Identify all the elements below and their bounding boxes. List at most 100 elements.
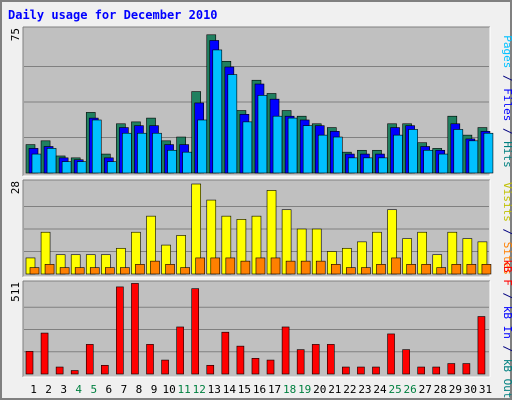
bar-sites (421, 264, 431, 275)
legend-label: Pages / Files / Hits (501, 35, 512, 168)
x-tick-label: 19 (298, 383, 311, 396)
legend-entry: Sites (501, 242, 512, 275)
bar-pages (182, 151, 192, 174)
x-tick-label: 1 (30, 383, 37, 396)
bar-kb-f (176, 326, 184, 375)
bar-kb-f (281, 326, 290, 375)
x-tick-label: 8 (136, 383, 143, 396)
bar-kb-f (387, 333, 395, 375)
x-tick-label: 13 (208, 383, 221, 396)
bar-sites (255, 257, 266, 275)
x-tick-label: 23 (358, 383, 371, 396)
x-tick-label: 18 (283, 383, 296, 396)
bar-pages (332, 136, 343, 174)
bar-kb-f (221, 331, 230, 375)
x-tick-label: 27 (419, 383, 432, 396)
x-tick-label: 6 (106, 383, 113, 396)
bar-sites (451, 264, 462, 275)
legend-separator: / (501, 339, 512, 359)
bar-sites (376, 264, 386, 275)
bar-pages (227, 74, 238, 174)
bar-pages (408, 129, 418, 174)
x-tick-label: 26 (404, 383, 417, 396)
bar-kb-f (116, 286, 124, 375)
bar-kb-f (101, 364, 109, 375)
x-tick-label: 9 (151, 383, 158, 396)
legend-label: kB F / kB In / kB Out (501, 259, 512, 398)
bar-sites (270, 257, 281, 275)
bar-pages (91, 119, 102, 174)
x-tick-label: 24 (373, 383, 387, 396)
bar-pages (212, 49, 223, 174)
bar-sites (481, 264, 492, 275)
x-tick-label: 3 (60, 383, 67, 396)
bar-sites (105, 267, 115, 275)
bar-pages (468, 140, 479, 174)
bar-kb-f (85, 344, 94, 375)
bar-kb-f (191, 288, 200, 375)
bar-pages (272, 115, 283, 174)
bar-pages (167, 149, 177, 174)
legend-label: Visits / Sites (501, 182, 512, 275)
legend-entry: Hits (501, 141, 512, 168)
x-tick-label: 2 (45, 383, 52, 396)
scale-label: 511 (9, 282, 22, 302)
panel-hits-files-pages: 75 Pages / Files / Hits (9, 26, 512, 177)
bar-kb-f (402, 349, 410, 375)
bar-sites (135, 264, 145, 275)
bar-kb-f (447, 363, 456, 375)
x-tick-label: 30 (464, 383, 477, 396)
bar-pages (317, 134, 328, 174)
bar-kb-f (40, 332, 49, 375)
bar-sites (165, 264, 175, 275)
bar-sites (120, 267, 130, 275)
bar-pages (76, 161, 87, 174)
bar-pages (137, 132, 147, 174)
bar-sites (330, 264, 341, 275)
legend-entry: Visits (501, 182, 512, 222)
bar-pages (31, 153, 42, 174)
bar-kb-f (342, 366, 350, 375)
bar-kb-f (372, 366, 380, 375)
bar-pages (61, 161, 72, 174)
bar-sites (195, 257, 206, 275)
legend-entry: kB Out (501, 359, 512, 399)
x-axis-labels: 1 2 3 4 5 6 7 8 9 10 11 12 13 14 15 16 17 18 19 20 21 22 23 24 2… (30, 383, 492, 396)
x-tick-label: 28 (434, 383, 447, 396)
bar-pages (423, 149, 433, 174)
bar-sites (300, 260, 311, 275)
x-tick-label: 29 (449, 383, 462, 396)
scale-label: 75 (9, 28, 22, 41)
bar-kb-f (266, 359, 275, 375)
x-tick-label: 17 (268, 383, 281, 396)
x-tick-label: 5 (90, 383, 97, 396)
x-tick-label: 14 (223, 383, 237, 396)
bar-sites (240, 260, 251, 275)
bar-kb-f (432, 366, 441, 375)
bar-kb-f (251, 358, 260, 375)
x-tick-label: 15 (238, 383, 251, 396)
legend-separator: / (501, 121, 512, 141)
bar-pages (302, 125, 313, 174)
bar-kb-f (417, 366, 425, 375)
bar-kb-f (55, 366, 64, 375)
x-tick-label: 7 (121, 383, 128, 396)
panel-visits-sites: 28 Visits / Sites (9, 179, 512, 278)
bar-kb-f (131, 283, 139, 375)
legend-separator: / (501, 222, 512, 242)
bar-pages (483, 132, 494, 174)
bar-kb-f (70, 370, 79, 375)
bar-sites (406, 264, 416, 275)
bar-kb-f (25, 351, 34, 375)
x-tick-label: 31 (479, 383, 492, 396)
bar-pages (363, 157, 373, 174)
bar-sites (150, 260, 160, 275)
bar-sites (59, 267, 70, 275)
bar-pages (152, 132, 162, 174)
bar-sites (29, 267, 40, 275)
bar-pages (438, 153, 449, 174)
x-tick-label: 20 (313, 383, 326, 396)
x-tick-label: 11 (178, 383, 191, 396)
scale-label: 28 (9, 181, 22, 194)
